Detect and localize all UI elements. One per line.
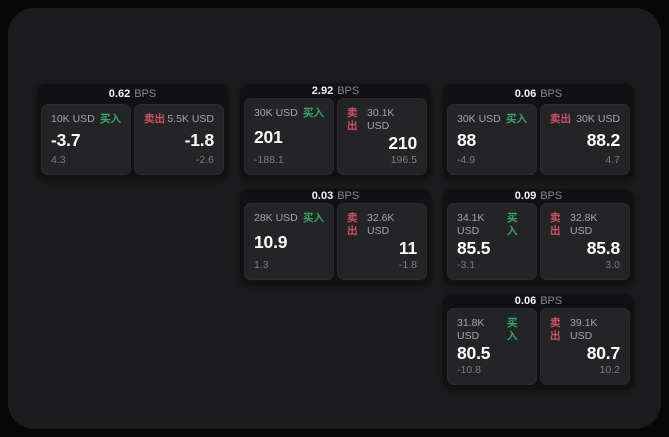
buy-quote-panel[interactable]: 31.8K USD 买入 80.5 -10.8 [447, 308, 537, 385]
buy-side-label: 买入 [506, 113, 527, 125]
sell-side-label: 卖出 [347, 212, 358, 237]
bps-value: 0.06 [514, 88, 537, 100]
quote-card: 0.03 BPS 28K USD 买入 10.9 1.3 卖出 32.6K US… [240, 189, 431, 284]
bps-header: 0.62 BPS [41, 84, 224, 104]
buy-delta-value: -188.1 [254, 154, 284, 166]
buy-side-label: 买入 [303, 212, 324, 224]
buy-amount-label: 28K USD [254, 212, 298, 224]
bps-unit-label: BPS [337, 85, 360, 97]
sell-side-label: 卖出 [347, 107, 358, 132]
buy-delta-value: 1.3 [254, 259, 269, 271]
quote-card: 0.09 BPS 34.1K USD 买入 85.5 -3.1 卖出 32.8K… [443, 189, 634, 284]
sell-amount-label: 39.1K USD [569, 317, 598, 342]
sell-price-value: -1.8 [184, 129, 215, 150]
buy-price-value: 85.5 [457, 238, 491, 258]
bps-unit-label: BPS [337, 190, 360, 202]
sell-delta-value: -1.8 [398, 259, 417, 271]
buy-price-value: 88 [457, 129, 477, 150]
sell-quote-panel[interactable]: 卖出 5.5K USD -1.8 -2.6 [134, 104, 224, 175]
buy-price-value: -3.7 [51, 129, 81, 150]
bps-unit-label: BPS [540, 190, 563, 202]
buy-amount-label: 30K USD [254, 107, 298, 119]
buy-price-value: 201 [254, 126, 283, 147]
sell-amount-label: 30K USD [576, 113, 620, 125]
sell-price-value: 85.8 [586, 238, 620, 258]
bps-value: 0.62 [108, 88, 131, 100]
quote-card: 0.62 BPS 10K USD 买入 -3.7 4.3 卖出 5.5K USD [37, 84, 228, 179]
bps-value: 0.03 [311, 190, 334, 202]
sell-amount-label: 32.8K USD [569, 212, 598, 237]
sell-quote-panel[interactable]: 卖出 32.6K USD 11 -1.8 [337, 203, 427, 280]
buy-amount-label: 30K USD [457, 113, 501, 125]
quote-cards-grid: 0.62 BPS 10K USD 买入 -3.7 4.3 卖出 5.5K USD [37, 84, 634, 389]
sell-delta-value: 196.5 [390, 154, 417, 166]
sell-delta-value: 4.7 [605, 154, 620, 166]
sell-side-label: 卖出 [144, 113, 165, 125]
buy-side-label: 买入 [303, 107, 324, 119]
bps-header: 0.09 BPS [447, 189, 630, 203]
bps-header: 0.06 BPS [447, 294, 630, 308]
buy-quote-panel[interactable]: 28K USD 买入 10.9 1.3 [244, 203, 334, 280]
buy-amount-label: 34.1K USD [457, 212, 485, 237]
sell-delta-value: 10.2 [599, 364, 620, 376]
quote-card: 2.92 BPS 30K USD 买入 201 -188.1 卖出 30.1K … [240, 84, 431, 179]
sell-quote-panel[interactable]: 卖出 30.1K USD 210 196.5 [337, 98, 427, 175]
bps-header: 2.92 BPS [244, 84, 427, 98]
buy-price-value: 10.9 [254, 231, 288, 252]
sell-amount-label: 5.5K USD [167, 113, 214, 125]
buy-side-label: 买入 [100, 113, 121, 125]
bps-unit-label: BPS [540, 88, 563, 100]
buy-delta-value: 4.3 [51, 154, 66, 166]
buy-delta-value: -3.1 [457, 259, 476, 271]
bps-header: 0.06 BPS [447, 84, 630, 104]
sell-price-value: 80.7 [586, 343, 620, 363]
bps-value: 0.09 [514, 190, 537, 202]
sell-side-label: 卖出 [550, 212, 561, 237]
buy-quote-panel[interactable]: 10K USD 买入 -3.7 4.3 [41, 104, 131, 175]
bps-unit-label: BPS [134, 88, 157, 100]
buy-delta-value: -10.8 [457, 364, 481, 376]
buy-delta-value: -4.9 [457, 154, 476, 166]
buy-side-label: 买入 [507, 212, 518, 237]
bps-value: 0.06 [514, 295, 537, 307]
buy-amount-label: 31.8K USD [457, 317, 485, 342]
sell-delta-value: 3.0 [605, 259, 620, 271]
buy-quote-panel[interactable]: 34.1K USD 买入 85.5 -3.1 [447, 203, 537, 280]
sell-delta-value: -2.6 [195, 154, 214, 166]
app-window: 0.62 BPS 10K USD 买入 -3.7 4.3 卖出 5.5K USD [8, 8, 661, 429]
sell-amount-label: 30.1K USD [366, 107, 395, 132]
bps-value: 2.92 [311, 85, 334, 97]
buy-side-label: 买入 [507, 317, 518, 342]
buy-price-value: 80.5 [457, 343, 491, 363]
bps-header: 0.03 BPS [244, 189, 427, 203]
quote-card: 0.06 BPS 31.8K USD 买入 80.5 -10.8 卖出 39.1… [443, 294, 634, 389]
bps-unit-label: BPS [540, 295, 563, 307]
sell-price-value: 210 [388, 133, 417, 153]
sell-price-value: 88.2 [586, 129, 620, 150]
buy-quote-panel[interactable]: 30K USD 买入 88 -4.9 [447, 104, 537, 175]
sell-side-label: 卖出 [550, 113, 571, 125]
sell-price-value: 11 [398, 238, 417, 258]
buy-quote-panel[interactable]: 30K USD 买入 201 -188.1 [244, 98, 334, 175]
sell-quote-panel[interactable]: 卖出 30K USD 88.2 4.7 [540, 104, 630, 175]
sell-quote-panel[interactable]: 卖出 39.1K USD 80.7 10.2 [540, 308, 630, 385]
quote-card: 0.06 BPS 30K USD 买入 88 -4.9 卖出 30K USD [443, 84, 634, 179]
sell-amount-label: 32.6K USD [366, 212, 395, 237]
buy-amount-label: 10K USD [51, 113, 95, 125]
sell-quote-panel[interactable]: 卖出 32.8K USD 85.8 3.0 [540, 203, 630, 280]
sell-side-label: 卖出 [550, 317, 561, 342]
